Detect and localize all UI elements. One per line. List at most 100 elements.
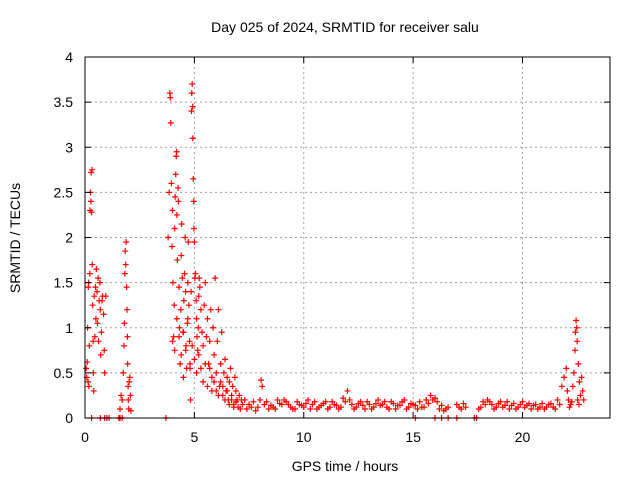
data-point [191,356,198,363]
data-point [202,279,209,286]
data-point [289,405,296,412]
data-point [534,405,541,412]
data-point [177,306,184,313]
data-point [346,396,353,403]
data-point [168,180,175,187]
data-point [97,306,104,313]
data-point [207,306,214,313]
data-point [243,405,250,412]
data-point [412,402,419,409]
data-point [368,405,375,412]
data-point [224,374,231,381]
data-point [222,396,228,403]
data-point [506,405,513,412]
data-point [126,378,133,385]
y-axis-label: SRMTID / TECUs [7,183,23,293]
data-point [530,402,537,409]
data-point [176,324,183,331]
x-tick-label: 5 [190,429,198,445]
data-point [120,342,127,349]
y-tick-label: 3.5 [54,94,74,110]
data-point [554,396,561,403]
data-point [563,365,570,372]
data-point [359,402,366,409]
data-point [169,243,176,250]
data-point [95,275,102,282]
data-point [547,400,554,407]
data-point [193,297,200,304]
data-point [176,333,183,340]
data-point [566,404,573,411]
data-point [258,377,265,384]
data-point [206,338,213,345]
data-point [91,293,98,300]
data-point [200,342,207,349]
data-point [573,317,580,324]
data-point [201,302,208,309]
data-point [173,211,180,218]
data-point [579,387,586,394]
data-point [204,383,211,390]
data-point [214,338,221,345]
data-point [124,306,130,313]
data-point [180,374,187,381]
data-point [83,365,90,372]
data-point [575,360,582,367]
data-point [208,374,215,381]
data-point [403,405,410,412]
data-point [259,383,266,390]
data-point [172,171,179,178]
data-point [246,401,253,408]
data-point [572,347,578,354]
data-point [189,135,196,142]
data-point [122,261,129,268]
data-point [491,405,498,412]
data-point [178,220,185,227]
data-point [386,405,393,412]
data-point [274,396,281,403]
data-point [121,320,128,327]
x-tick-label: 20 [515,429,531,445]
data-point [194,333,200,340]
data-point [438,402,445,409]
data-point [175,198,182,205]
data-point [219,383,226,390]
data-point [91,333,98,340]
data-point [218,329,225,336]
data-point [117,405,123,412]
data-point [281,396,288,403]
data-point [189,103,196,110]
data-point [364,398,371,405]
data-point [508,402,515,409]
data-point [173,148,180,155]
data-point [521,404,528,411]
data-point [89,261,96,268]
data-point [228,396,235,403]
data-point [190,225,197,232]
data-point [204,315,211,322]
data-point [171,302,178,309]
data-point [568,398,575,405]
data-point [436,405,443,412]
data-point [89,302,96,309]
data-point [169,338,176,345]
data-point [98,329,105,336]
data-point [381,398,388,405]
data-point [416,398,423,405]
data-point [196,275,203,282]
data-point [127,392,134,399]
data-point [220,369,227,376]
data-point [92,284,99,291]
data-point [126,374,133,381]
data-points [83,81,587,421]
data-point [209,324,216,331]
data-point [570,369,577,376]
data-point [236,392,243,399]
data-point [257,396,263,403]
data-point [377,402,384,409]
data-point [250,398,257,405]
data-point [307,405,314,412]
data-point [169,207,176,214]
data-point [477,404,484,411]
